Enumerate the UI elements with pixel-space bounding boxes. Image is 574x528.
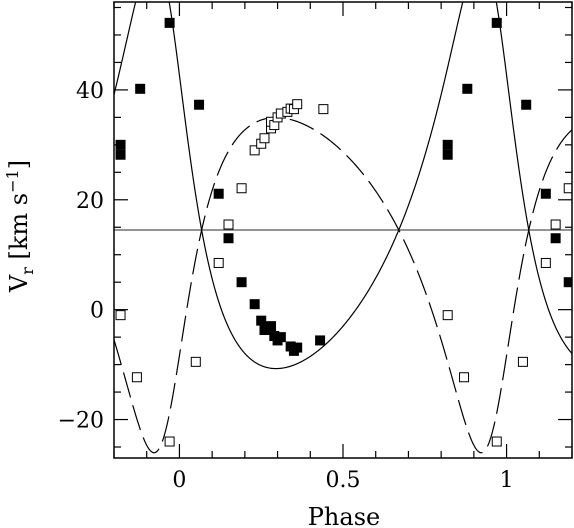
y-label-unit-open: [km s xyxy=(5,193,33,267)
secondary-point-3 xyxy=(190,356,201,367)
secondary-point-4 xyxy=(213,257,224,268)
secondary-point-18 xyxy=(292,99,303,110)
secondary-point-19 xyxy=(318,104,329,115)
y-axis-label: Vr [km s−1] xyxy=(3,160,37,293)
secondary-point-5 xyxy=(223,219,234,230)
secondary-point-25 xyxy=(550,219,561,230)
primary-point-6 xyxy=(223,233,234,244)
tick-labels: 0 0.5 1 −20 0 20 40 xyxy=(58,79,514,493)
secondary-fit-curve xyxy=(114,116,572,454)
y-label-subscript: r xyxy=(18,267,37,275)
primary-fit-curve xyxy=(114,2,572,370)
x-axis-label: Phase xyxy=(308,503,380,528)
secondary-point-21 xyxy=(459,372,470,383)
secondary-point-2 xyxy=(164,436,175,447)
plot-frame xyxy=(113,1,573,459)
primary-point-23 xyxy=(521,99,532,110)
primary-point-3 xyxy=(164,17,175,28)
x-tick-label-2: 1 xyxy=(500,468,514,493)
primary-point-21 xyxy=(462,83,473,94)
secondary-point-23 xyxy=(517,356,528,367)
y-tick-label-3: 40 xyxy=(76,79,104,104)
y-tick-label-0: −20 xyxy=(58,409,104,434)
primary-point-19 xyxy=(442,139,453,150)
primary-point-8 xyxy=(249,299,260,310)
primary-point-4 xyxy=(194,99,205,110)
y-label-main: V xyxy=(5,274,33,293)
x-tick-label-1: 0.5 xyxy=(326,468,361,493)
primary-point-17 xyxy=(292,342,303,353)
secondary-point-26 xyxy=(563,183,572,194)
y-label-unit-close: ] xyxy=(5,160,33,169)
y-tick-label-1: 0 xyxy=(90,299,104,324)
primary-point-5 xyxy=(213,188,224,199)
plot-area xyxy=(114,2,572,454)
primary-point-24 xyxy=(540,188,551,199)
primary-point-25 xyxy=(550,233,561,244)
secondary-point-6 xyxy=(236,183,247,194)
y-label-unit-sup: −1 xyxy=(3,169,22,193)
secondary-point-24 xyxy=(540,257,551,268)
primary-point-9 xyxy=(256,315,267,326)
secondary-point-7 xyxy=(249,145,260,156)
secondary-point-1 xyxy=(131,372,142,383)
primary-point-14 xyxy=(275,332,286,343)
primary-point-11 xyxy=(266,321,277,332)
secondary-point-20 xyxy=(442,310,453,321)
primary-point-2 xyxy=(135,83,146,94)
plot-content xyxy=(114,2,572,454)
secondary-point-0 xyxy=(115,310,126,321)
primary-point-22 xyxy=(491,17,502,28)
primary-point-7 xyxy=(236,277,247,288)
y-tick-label-2: 20 xyxy=(76,189,104,214)
primary-point-18 xyxy=(315,335,326,346)
secondary-point-9 xyxy=(259,133,270,144)
primary-point-20 xyxy=(442,149,453,160)
secondary-point-22 xyxy=(491,436,502,447)
x-tick-label-0: 0 xyxy=(172,468,186,493)
primary-point-1 xyxy=(115,149,126,160)
